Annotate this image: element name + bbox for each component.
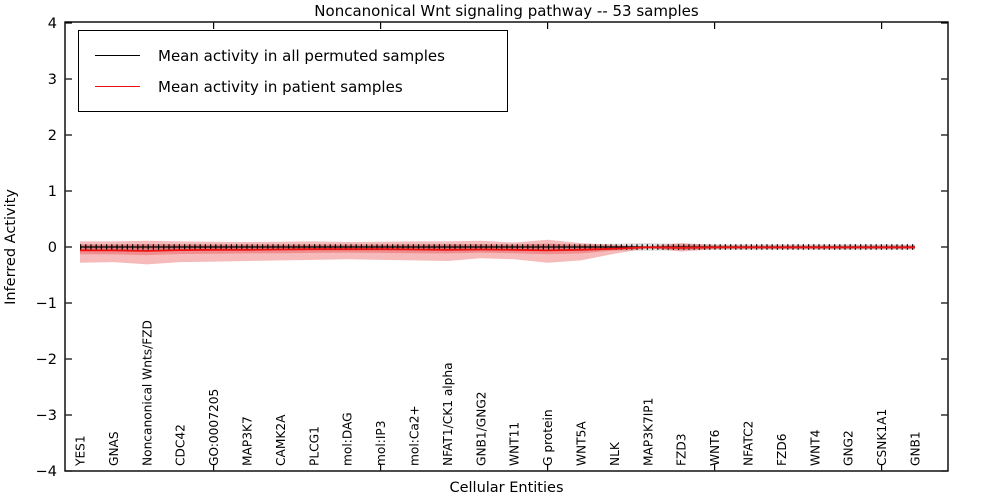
y-tick-label: 4 bbox=[48, 16, 57, 32]
category-label: CSNK1A1 bbox=[875, 409, 889, 466]
category-label: CDC42 bbox=[174, 424, 188, 466]
chart-title: Noncanonical Wnt signaling pathway -- 53… bbox=[314, 2, 699, 20]
category-label: G protein bbox=[541, 409, 555, 466]
y-tick-label: −4 bbox=[36, 464, 57, 480]
category-label: NFATC2 bbox=[742, 421, 756, 466]
category-label: WNT6 bbox=[708, 430, 722, 466]
category-label: WNT11 bbox=[508, 422, 522, 466]
y-tick-label: −2 bbox=[36, 352, 57, 368]
category-label: WNT4 bbox=[808, 429, 822, 466]
category-label: mol:DAG bbox=[341, 412, 355, 466]
category-label: GO:0007205 bbox=[207, 389, 221, 466]
legend-label: Mean activity in all permuted samples bbox=[158, 46, 445, 65]
category-label: FZD6 bbox=[775, 434, 789, 467]
legend: Mean activity in all permuted samples Me… bbox=[78, 30, 508, 112]
legend-line-red bbox=[95, 86, 140, 87]
category-label: GNB1 bbox=[909, 431, 923, 466]
legend-line-black bbox=[95, 55, 140, 56]
legend-label: Mean activity in patient samples bbox=[158, 77, 403, 96]
y-tick-label: 1 bbox=[48, 184, 57, 200]
x-axis-label: Cellular Entities bbox=[449, 480, 564, 496]
category-label: CAMK2A bbox=[274, 414, 288, 466]
category-label: WNT5A bbox=[575, 421, 589, 466]
y-tick-label: 3 bbox=[48, 72, 57, 88]
legend-item-permuted: Mean activity in all permuted samples bbox=[95, 40, 495, 71]
y-tick-label: 0 bbox=[48, 240, 57, 256]
plot-frame bbox=[64, 21, 949, 472]
y-tick-label: 2 bbox=[48, 128, 57, 144]
category-label: mol:IP3 bbox=[374, 420, 388, 466]
category-label: PLCG1 bbox=[307, 426, 321, 466]
category-label: GNG2 bbox=[842, 430, 856, 466]
category-label: YES1 bbox=[74, 435, 88, 467]
category-label: FZD3 bbox=[675, 434, 689, 467]
line-patient-mean bbox=[80, 246, 915, 252]
y-axis-label: Inferred Activity bbox=[3, 189, 19, 305]
category-label: GNAS bbox=[107, 431, 121, 466]
category-label: mol:Ca2+ bbox=[408, 405, 422, 466]
legend-item-patient: Mean activity in patient samples bbox=[95, 71, 495, 102]
category-label: MAP3K7 bbox=[241, 416, 255, 466]
category-label: NFAT1/CK1 alpha bbox=[441, 362, 455, 466]
category-label: MAP3K7IP1 bbox=[641, 398, 655, 466]
category-label: Noncanonical Wnts/FZD bbox=[140, 320, 154, 466]
y-tick-label: −1 bbox=[36, 296, 57, 312]
y-tick-label: −3 bbox=[36, 408, 57, 424]
category-label: NLK bbox=[608, 441, 622, 466]
category-label: GNB1/GNG2 bbox=[474, 391, 488, 466]
